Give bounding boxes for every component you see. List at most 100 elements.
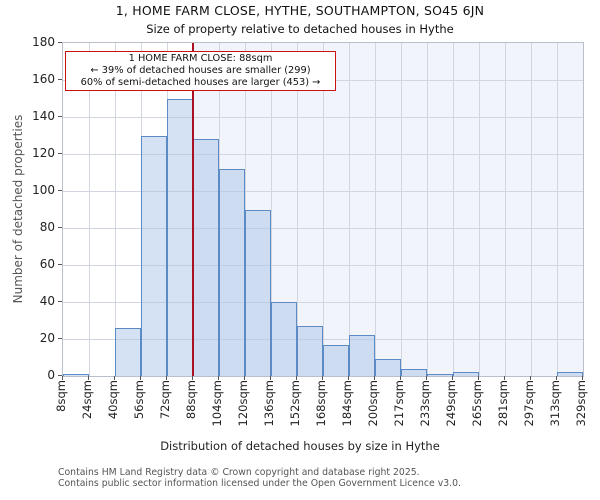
- y-tick-mark: [58, 301, 62, 302]
- x-tick-mark: [218, 376, 219, 380]
- x-axis-label: Distribution of detached houses by size …: [160, 439, 440, 453]
- y-tick-label: 80: [39, 220, 55, 234]
- gridline-vertical: [478, 43, 480, 376]
- x-tick-mark: [530, 376, 531, 380]
- gridline-vertical: [504, 43, 506, 376]
- gridline-vertical: [322, 43, 324, 376]
- y-tick-label: 40: [39, 294, 55, 308]
- histogram-bar: [245, 209, 271, 376]
- x-tick-label: 104sqm: [210, 380, 224, 427]
- x-tick-label: 8sqm: [54, 380, 68, 412]
- y-tick-mark: [58, 338, 62, 339]
- y-tick-label: 20: [39, 331, 55, 345]
- x-tick-label: 329sqm: [574, 380, 588, 427]
- histogram-bar: [323, 344, 349, 376]
- x-tick-label: 249sqm: [444, 380, 458, 427]
- x-tick-label: 24sqm: [80, 380, 94, 420]
- gridline-vertical: [530, 43, 532, 376]
- annotation-line-3: 60% of semi-detached houses are larger (…: [80, 77, 321, 88]
- x-tick-label: 281sqm: [496, 380, 510, 427]
- gridline-vertical: [374, 43, 376, 376]
- histogram-bar: [271, 302, 297, 376]
- x-tick-label: 217sqm: [392, 380, 406, 427]
- y-tick-label: 0: [47, 368, 55, 382]
- x-tick-mark: [88, 376, 89, 380]
- y-tick-mark: [58, 79, 62, 80]
- gridline-vertical: [348, 43, 350, 376]
- x-tick-mark: [582, 376, 583, 380]
- x-tick-mark: [166, 376, 167, 380]
- x-tick-label: 136sqm: [262, 380, 276, 427]
- x-tick-mark: [192, 376, 193, 380]
- x-tick-mark: [140, 376, 141, 380]
- x-tick-mark: [374, 376, 375, 380]
- histogram-bar: [557, 372, 583, 376]
- x-tick-mark: [400, 376, 401, 380]
- property-size-marker-line: [192, 43, 194, 376]
- y-tick-label: 160: [32, 72, 55, 86]
- x-tick-label: 152sqm: [288, 380, 302, 427]
- x-tick-label: 184sqm: [340, 380, 354, 427]
- x-tick-label: 40sqm: [106, 380, 120, 420]
- x-tick-mark: [322, 376, 323, 380]
- chart-subtitle: Size of property relative to detached ho…: [146, 22, 454, 36]
- x-tick-mark: [114, 376, 115, 380]
- histogram-bar: [375, 359, 401, 376]
- histogram-bar: [349, 335, 375, 376]
- gridline-vertical: [114, 43, 116, 376]
- x-tick-label: 88sqm: [184, 380, 198, 420]
- y-tick-label: 120: [32, 146, 55, 160]
- histogram-bar: [141, 135, 167, 376]
- gridline-vertical: [88, 43, 90, 376]
- histogram-bar: [401, 368, 427, 376]
- x-tick-mark: [348, 376, 349, 380]
- gridline-vertical: [270, 43, 272, 376]
- annotation-box: 1 HOME FARM CLOSE: 88sqm ← 39% of detach…: [65, 51, 336, 91]
- x-tick-mark: [478, 376, 479, 380]
- plot-area: [62, 42, 584, 377]
- y-tick-mark: [58, 153, 62, 154]
- x-tick-mark: [426, 376, 427, 380]
- y-tick-mark: [58, 375, 62, 376]
- x-tick-mark: [296, 376, 297, 380]
- x-tick-mark: [452, 376, 453, 380]
- y-tick-label: 180: [32, 35, 55, 49]
- chart-title: 1, HOME FARM CLOSE, HYTHE, SOUTHAMPTON, …: [115, 3, 485, 18]
- x-tick-label: 200sqm: [366, 380, 380, 427]
- y-tick-mark: [58, 116, 62, 117]
- x-tick-mark: [556, 376, 557, 380]
- y-tick-mark: [58, 264, 62, 265]
- footer-line-2: Contains public sector information licen…: [58, 478, 461, 489]
- x-tick-mark: [504, 376, 505, 380]
- x-tick-mark: [270, 376, 271, 380]
- histogram-bar: [453, 372, 479, 376]
- annotation-line-2: ← 39% of detached houses are smaller (29…: [90, 65, 311, 76]
- gridline-vertical: [426, 43, 428, 376]
- x-tick-label: 313sqm: [548, 380, 562, 427]
- y-tick-mark: [58, 227, 62, 228]
- histogram-bar: [297, 326, 323, 376]
- histogram-bar: [63, 374, 89, 376]
- y-tick-label: 60: [39, 257, 55, 271]
- x-tick-mark: [62, 376, 63, 380]
- x-tick-label: 265sqm: [470, 380, 484, 427]
- annotation-line-1: 1 HOME FARM CLOSE: 88sqm: [128, 53, 273, 64]
- x-tick-label: 168sqm: [314, 380, 328, 427]
- histogram-bar: [427, 374, 453, 376]
- histogram-bar: [219, 168, 245, 376]
- gridline-vertical: [556, 43, 558, 376]
- gridline-vertical: [452, 43, 454, 376]
- y-tick-label: 100: [32, 183, 55, 197]
- x-tick-label: 56sqm: [132, 380, 146, 420]
- x-tick-label: 72sqm: [158, 380, 172, 420]
- x-tick-label: 120sqm: [236, 380, 250, 427]
- y-tick-mark: [58, 190, 62, 191]
- footer-line-1: Contains HM Land Registry data © Crown c…: [58, 467, 420, 478]
- x-tick-label: 297sqm: [522, 380, 536, 427]
- histogram-bar: [115, 327, 141, 376]
- footer: Contains HM Land Registry data © Crown c…: [58, 467, 461, 489]
- x-tick-mark: [244, 376, 245, 380]
- histogram-bar: [193, 139, 219, 376]
- gridline-vertical: [400, 43, 402, 376]
